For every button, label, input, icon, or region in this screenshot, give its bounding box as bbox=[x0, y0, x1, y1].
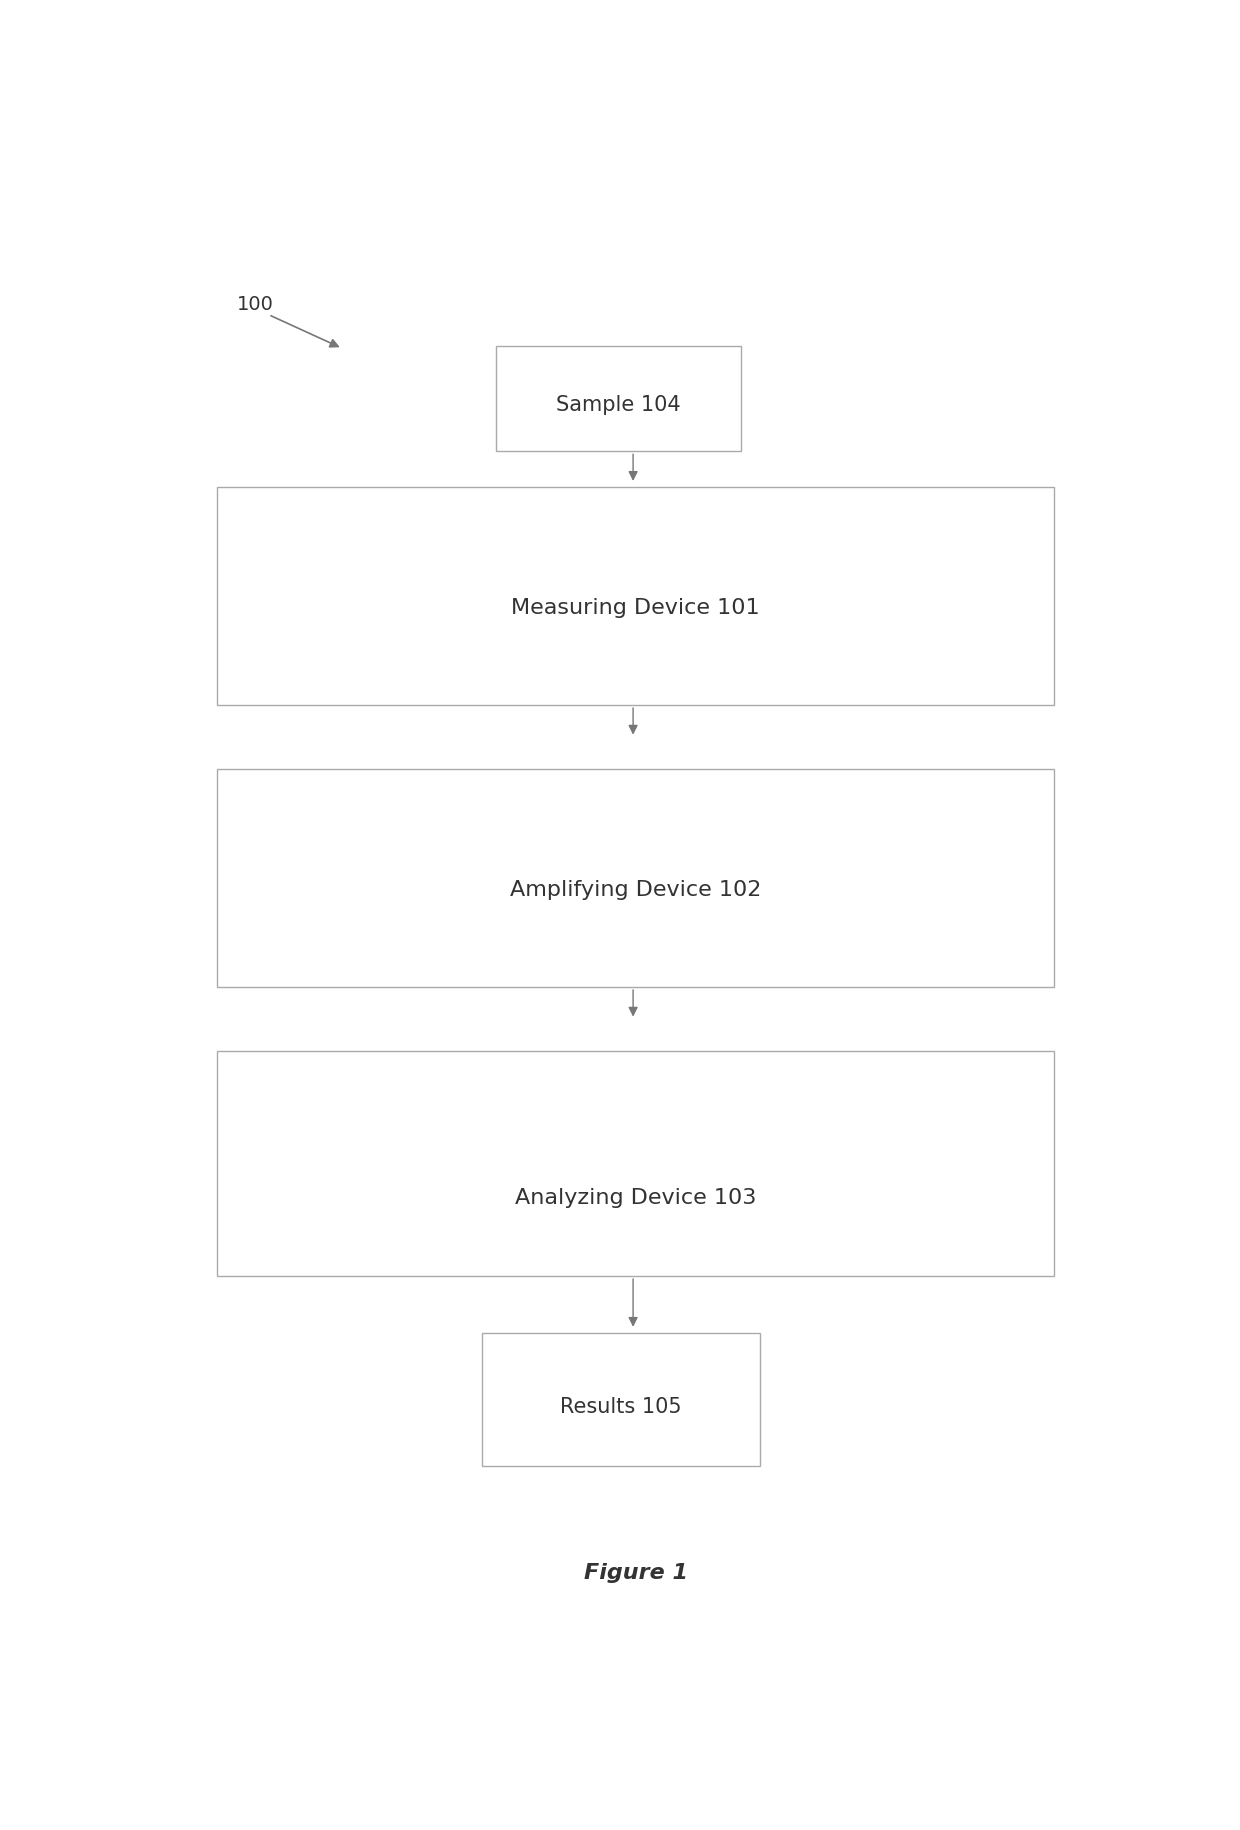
Text: Figure 1: Figure 1 bbox=[584, 1563, 687, 1583]
Text: Measuring Device 101: Measuring Device 101 bbox=[511, 597, 760, 617]
Text: Amplifying Device 102: Amplifying Device 102 bbox=[510, 878, 761, 899]
FancyBboxPatch shape bbox=[481, 1332, 760, 1466]
Text: Sample 104: Sample 104 bbox=[557, 395, 681, 415]
Text: Analyzing Device 103: Analyzing Device 103 bbox=[515, 1188, 756, 1208]
FancyBboxPatch shape bbox=[217, 769, 1054, 988]
FancyBboxPatch shape bbox=[217, 487, 1054, 706]
Text: 100: 100 bbox=[237, 295, 274, 313]
FancyBboxPatch shape bbox=[496, 346, 742, 452]
Text: Results 105: Results 105 bbox=[560, 1396, 682, 1416]
FancyBboxPatch shape bbox=[217, 1050, 1054, 1277]
